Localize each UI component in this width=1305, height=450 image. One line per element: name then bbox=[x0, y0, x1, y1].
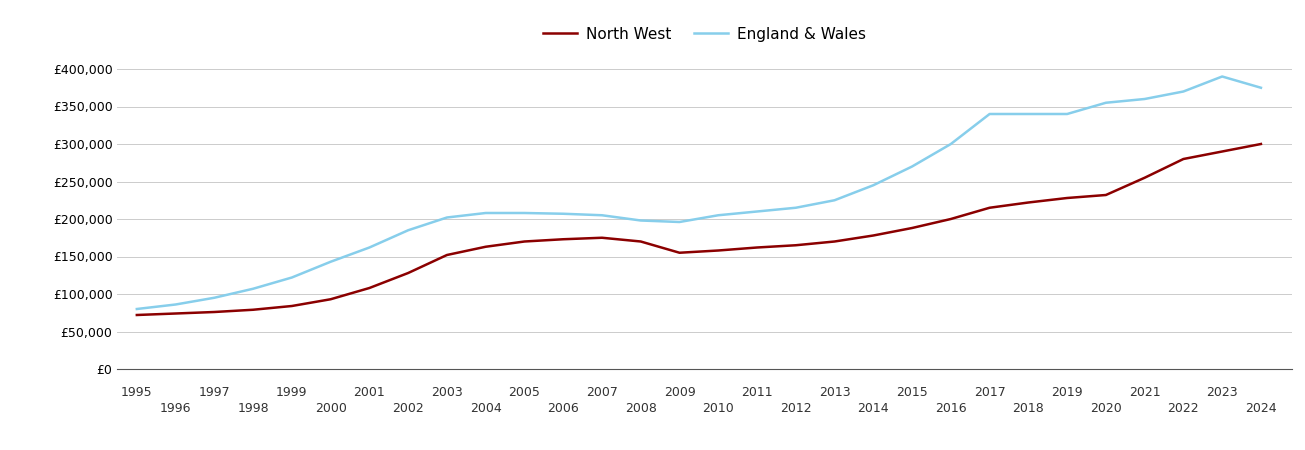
England & Wales bbox=[401, 228, 416, 233]
England & Wales bbox=[594, 212, 609, 218]
North West bbox=[478, 244, 493, 249]
England & Wales bbox=[361, 245, 377, 250]
England & Wales bbox=[904, 164, 920, 169]
Text: 2019: 2019 bbox=[1052, 386, 1083, 399]
England & Wales bbox=[981, 111, 997, 117]
England & Wales bbox=[284, 275, 300, 280]
North West bbox=[129, 312, 145, 318]
England & Wales bbox=[168, 302, 184, 307]
Text: 2003: 2003 bbox=[431, 386, 463, 399]
Text: 1997: 1997 bbox=[198, 386, 230, 399]
England & Wales bbox=[129, 306, 145, 312]
Text: 2004: 2004 bbox=[470, 402, 501, 415]
Text: 2023: 2023 bbox=[1206, 386, 1238, 399]
England & Wales bbox=[478, 210, 493, 216]
Text: 2010: 2010 bbox=[702, 402, 735, 415]
Text: 2000: 2000 bbox=[315, 402, 347, 415]
North West bbox=[1215, 149, 1231, 154]
Line: England & Wales: England & Wales bbox=[137, 76, 1261, 309]
England & Wales bbox=[1253, 85, 1268, 90]
Text: 1999: 1999 bbox=[277, 386, 308, 399]
North West bbox=[749, 245, 765, 250]
Text: 2006: 2006 bbox=[547, 402, 579, 415]
North West bbox=[245, 307, 261, 312]
Text: 2009: 2009 bbox=[664, 386, 696, 399]
Line: North West: North West bbox=[137, 144, 1261, 315]
North West bbox=[322, 297, 338, 302]
North West bbox=[556, 237, 572, 242]
North West bbox=[710, 248, 726, 253]
North West bbox=[633, 239, 649, 244]
North West bbox=[827, 239, 843, 244]
North West bbox=[904, 225, 920, 231]
North West bbox=[788, 243, 804, 248]
England & Wales bbox=[865, 183, 881, 188]
England & Wales bbox=[556, 211, 572, 216]
Text: 2017: 2017 bbox=[974, 386, 1005, 399]
Text: 2024: 2024 bbox=[1245, 402, 1276, 415]
Text: 2012: 2012 bbox=[780, 402, 812, 415]
England & Wales bbox=[245, 286, 261, 292]
North West bbox=[1176, 156, 1191, 162]
Text: 2005: 2005 bbox=[509, 386, 540, 399]
North West bbox=[944, 216, 959, 222]
Text: 2001: 2001 bbox=[354, 386, 385, 399]
Text: 1996: 1996 bbox=[159, 402, 192, 415]
Text: 2016: 2016 bbox=[934, 402, 967, 415]
Text: 2002: 2002 bbox=[393, 402, 424, 415]
North West bbox=[865, 233, 881, 238]
North West bbox=[401, 270, 416, 276]
North West bbox=[1060, 195, 1075, 201]
Text: 2015: 2015 bbox=[897, 386, 928, 399]
Text: 1995: 1995 bbox=[121, 386, 153, 399]
North West bbox=[1098, 192, 1113, 198]
North West bbox=[168, 311, 184, 316]
Text: 2021: 2021 bbox=[1129, 386, 1160, 399]
England & Wales bbox=[944, 141, 959, 147]
England & Wales bbox=[1098, 100, 1113, 105]
North West bbox=[1137, 175, 1152, 180]
England & Wales bbox=[633, 218, 649, 223]
England & Wales bbox=[1021, 111, 1036, 117]
England & Wales bbox=[438, 215, 454, 220]
Text: 2008: 2008 bbox=[625, 402, 656, 415]
North West bbox=[1253, 141, 1268, 147]
North West bbox=[438, 252, 454, 258]
Text: 2014: 2014 bbox=[857, 402, 889, 415]
England & Wales bbox=[517, 210, 532, 216]
Text: 2007: 2007 bbox=[586, 386, 617, 399]
England & Wales bbox=[206, 295, 222, 301]
England & Wales bbox=[672, 219, 688, 225]
England & Wales bbox=[1060, 111, 1075, 117]
England & Wales bbox=[1215, 74, 1231, 79]
England & Wales bbox=[1176, 89, 1191, 94]
Legend: North West, England & Wales: North West, England & Wales bbox=[538, 21, 872, 48]
North West bbox=[1021, 200, 1036, 205]
North West bbox=[206, 309, 222, 315]
North West bbox=[517, 239, 532, 244]
England & Wales bbox=[322, 259, 338, 265]
England & Wales bbox=[1137, 96, 1152, 102]
England & Wales bbox=[749, 209, 765, 214]
England & Wales bbox=[710, 212, 726, 218]
North West bbox=[284, 303, 300, 309]
North West bbox=[594, 235, 609, 240]
Text: 2020: 2020 bbox=[1090, 402, 1122, 415]
Text: 2022: 2022 bbox=[1168, 402, 1199, 415]
Text: 2018: 2018 bbox=[1013, 402, 1044, 415]
North West bbox=[981, 205, 997, 211]
Text: 2011: 2011 bbox=[741, 386, 773, 399]
North West bbox=[672, 250, 688, 256]
England & Wales bbox=[827, 198, 843, 203]
Text: 1998: 1998 bbox=[238, 402, 269, 415]
Text: 2013: 2013 bbox=[818, 386, 851, 399]
North West bbox=[361, 285, 377, 291]
England & Wales bbox=[788, 205, 804, 211]
